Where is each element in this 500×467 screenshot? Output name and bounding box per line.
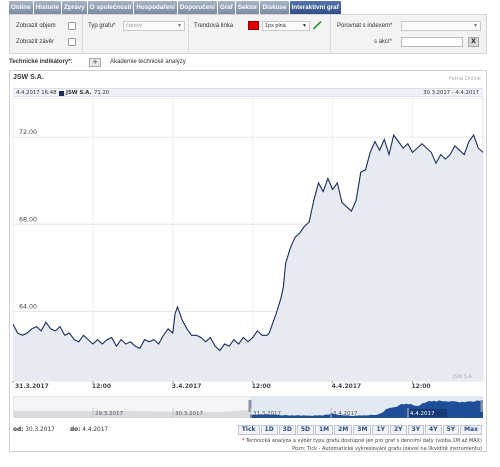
- navigator-handle[interactable]: [480, 400, 484, 412]
- tab-diskuse[interactable]: Diskuse: [260, 1, 289, 14]
- add-indicator-button[interactable]: +: [89, 58, 101, 67]
- divider: [188, 15, 189, 53]
- compare-stock-label: s akcí*: [374, 39, 393, 45]
- range-button-1d[interactable]: 1D: [260, 425, 278, 435]
- chart-watermark: JSW S.A.: [452, 374, 474, 380]
- series-value: 71.20: [94, 90, 110, 96]
- series-line: [12, 133, 484, 352]
- chart-type-select[interactable]: čárový ▼: [123, 21, 185, 31]
- x-tick-label: 12:00: [252, 383, 271, 389]
- series-name: JSW S.A.: [66, 90, 92, 96]
- chart-date-range: 30.3.2017 - 4.4.2017: [423, 90, 479, 96]
- y-tick-label: 72.00: [19, 129, 37, 136]
- draw-pen-icon[interactable]: [312, 20, 322, 30]
- range-navigator[interactable]: 29.3.2017 30.3.2017 31.3.2017 3.4.2017 4.4.2…: [13, 396, 483, 418]
- price-chart[interactable]: 72.00 68.00 64.00 31.3.2017 12:00 3.4.2017 12:…: [10, 98, 486, 389]
- tab-doporučení[interactable]: Doporučení: [177, 1, 217, 14]
- navigator-label: 29.3.2017: [95, 411, 123, 417]
- chevron-down-icon: ▼: [177, 23, 182, 29]
- tab-bar: Online Historie Zprávy O společnosti Hospoda…: [9, 1, 341, 14]
- chevron-down-icon: ▼: [473, 23, 478, 29]
- navigator-label: 4.4.2017: [410, 411, 435, 417]
- compare-stock-input[interactable]: [401, 37, 463, 47]
- range-button-3d[interactable]: 3D: [278, 425, 296, 435]
- show-close-checkbox[interactable]: [68, 38, 76, 46]
- range-buttons: Tick 1D 3D 5D 1M 2M 3M 1Y 2Y 3Y 4Y 5Y Max: [237, 425, 482, 435]
- clear-compare-button[interactable]: X: [468, 37, 479, 47]
- x-tick-label: 31.3.2017: [15, 383, 49, 389]
- cursor-datetime: 4.4.2017 16:48: [16, 90, 57, 96]
- navigator-label: 31.3.2017: [253, 411, 281, 417]
- navigator-history-area: [13, 410, 253, 418]
- to-label: do:: [70, 427, 81, 433]
- from-date[interactable]: od: 30.3.2017: [13, 427, 55, 433]
- divider: [82, 15, 83, 53]
- series-color-swatch: [59, 91, 64, 96]
- x-tick-label: 12:00: [92, 383, 111, 389]
- range-button-5d[interactable]: 5D: [296, 425, 314, 435]
- range-button-tick[interactable]: Tick: [237, 425, 260, 435]
- navigator-label: 3.4.2017: [333, 411, 358, 417]
- line-style-value: 1px plná: [265, 23, 286, 29]
- x-tick-label: 3.4.2017: [172, 383, 202, 389]
- tab-sektor[interactable]: Sektor: [235, 1, 260, 14]
- tab-historie[interactable]: Historie: [33, 1, 62, 14]
- show-volume-label: Zobrazit objem: [16, 23, 56, 29]
- chart-type-label: Typ grafu*: [88, 23, 116, 29]
- y-tick-label: 68.00: [19, 216, 37, 223]
- interactive-chart: JSW S.A. Patria Online 4.4.2017 16:48 JS…: [9, 70, 487, 452]
- chart-info-bar: 4.4.2017 16:48 JSW S.A. 71.20 30.3.2017 …: [13, 88, 483, 97]
- from-label: od:: [13, 427, 24, 433]
- range-button-4y[interactable]: 4Y: [425, 425, 442, 435]
- to-value: 4.4.2017: [82, 427, 109, 433]
- series-area-fill: [13, 135, 483, 381]
- range-button-3y[interactable]: 3Y: [407, 425, 425, 435]
- chevron-down-icon: ▼: [302, 23, 307, 29]
- to-date[interactable]: do: 4.4.2017: [70, 427, 108, 433]
- technical-indicators-row: Technické indikátory*: + Akademie techni…: [9, 56, 487, 68]
- tab-zprávy[interactable]: Zprávy: [62, 1, 87, 14]
- range-button-1y[interactable]: 1Y: [372, 425, 389, 435]
- tab-online[interactable]: Online: [9, 1, 33, 14]
- tab-graf[interactable]: Graf: [217, 1, 235, 14]
- range-button-max[interactable]: Max: [460, 425, 482, 435]
- range-button-5y[interactable]: 5Y: [442, 425, 460, 435]
- footnote-1-text: Technická analýza a výběr typu grafu dos…: [245, 438, 482, 444]
- range-button-2y[interactable]: 2Y: [389, 425, 407, 435]
- from-value: 30.3.2017: [25, 427, 55, 433]
- chart-type-value: čárový: [126, 23, 143, 29]
- technical-indicators-label: Technické indikátory*:: [9, 59, 73, 65]
- show-close-label: Zobrazit závěr: [16, 39, 55, 45]
- navigator-label-bg: [409, 409, 447, 417]
- tab-interaktivní-graf[interactable]: Interaktivní graf: [289, 1, 341, 14]
- compare-index-label: Porovnat s indexem*: [337, 23, 393, 29]
- trend-line-label: Trendová linka: [194, 23, 234, 29]
- y-tick-label: 64.00: [19, 303, 37, 310]
- range-button-1m[interactable]: 1M: [314, 425, 334, 435]
- chart-controls-panel: Zobrazit objem Zobrazit závěr Typ grafu*…: [9, 14, 487, 54]
- range-button-2m[interactable]: 2M: [334, 425, 353, 435]
- compare-index-select[interactable]: ▼: [401, 21, 481, 31]
- stock-title: JSW S.A.: [13, 74, 44, 81]
- x-tick-label: 4.4.2017: [332, 383, 362, 389]
- academy-link[interactable]: Akademie technické analýzy: [110, 59, 186, 65]
- navigator-handle[interactable]: [248, 400, 252, 412]
- x-tick-label: 12:00: [412, 383, 431, 389]
- footnote-1: * Technická analýza a výběr typu grafu d…: [241, 438, 482, 444]
- range-button-3m[interactable]: 3M: [353, 425, 372, 435]
- show-volume-checkbox[interactable]: [68, 22, 76, 30]
- tab-o-společnosti[interactable]: O společnosti: [87, 1, 134, 14]
- tab-hospodaření[interactable]: Hospodaření: [134, 1, 177, 14]
- navigator-label: 30.3.2017: [175, 411, 203, 417]
- source-label: Patria Online: [448, 76, 481, 82]
- trend-color-swatch[interactable]: [248, 21, 259, 30]
- line-style-select[interactable]: 1px plná ▼: [262, 21, 310, 31]
- divider: [330, 15, 331, 53]
- footnote-2: Pozn: Tick - Automatické vykreslování gr…: [292, 446, 482, 452]
